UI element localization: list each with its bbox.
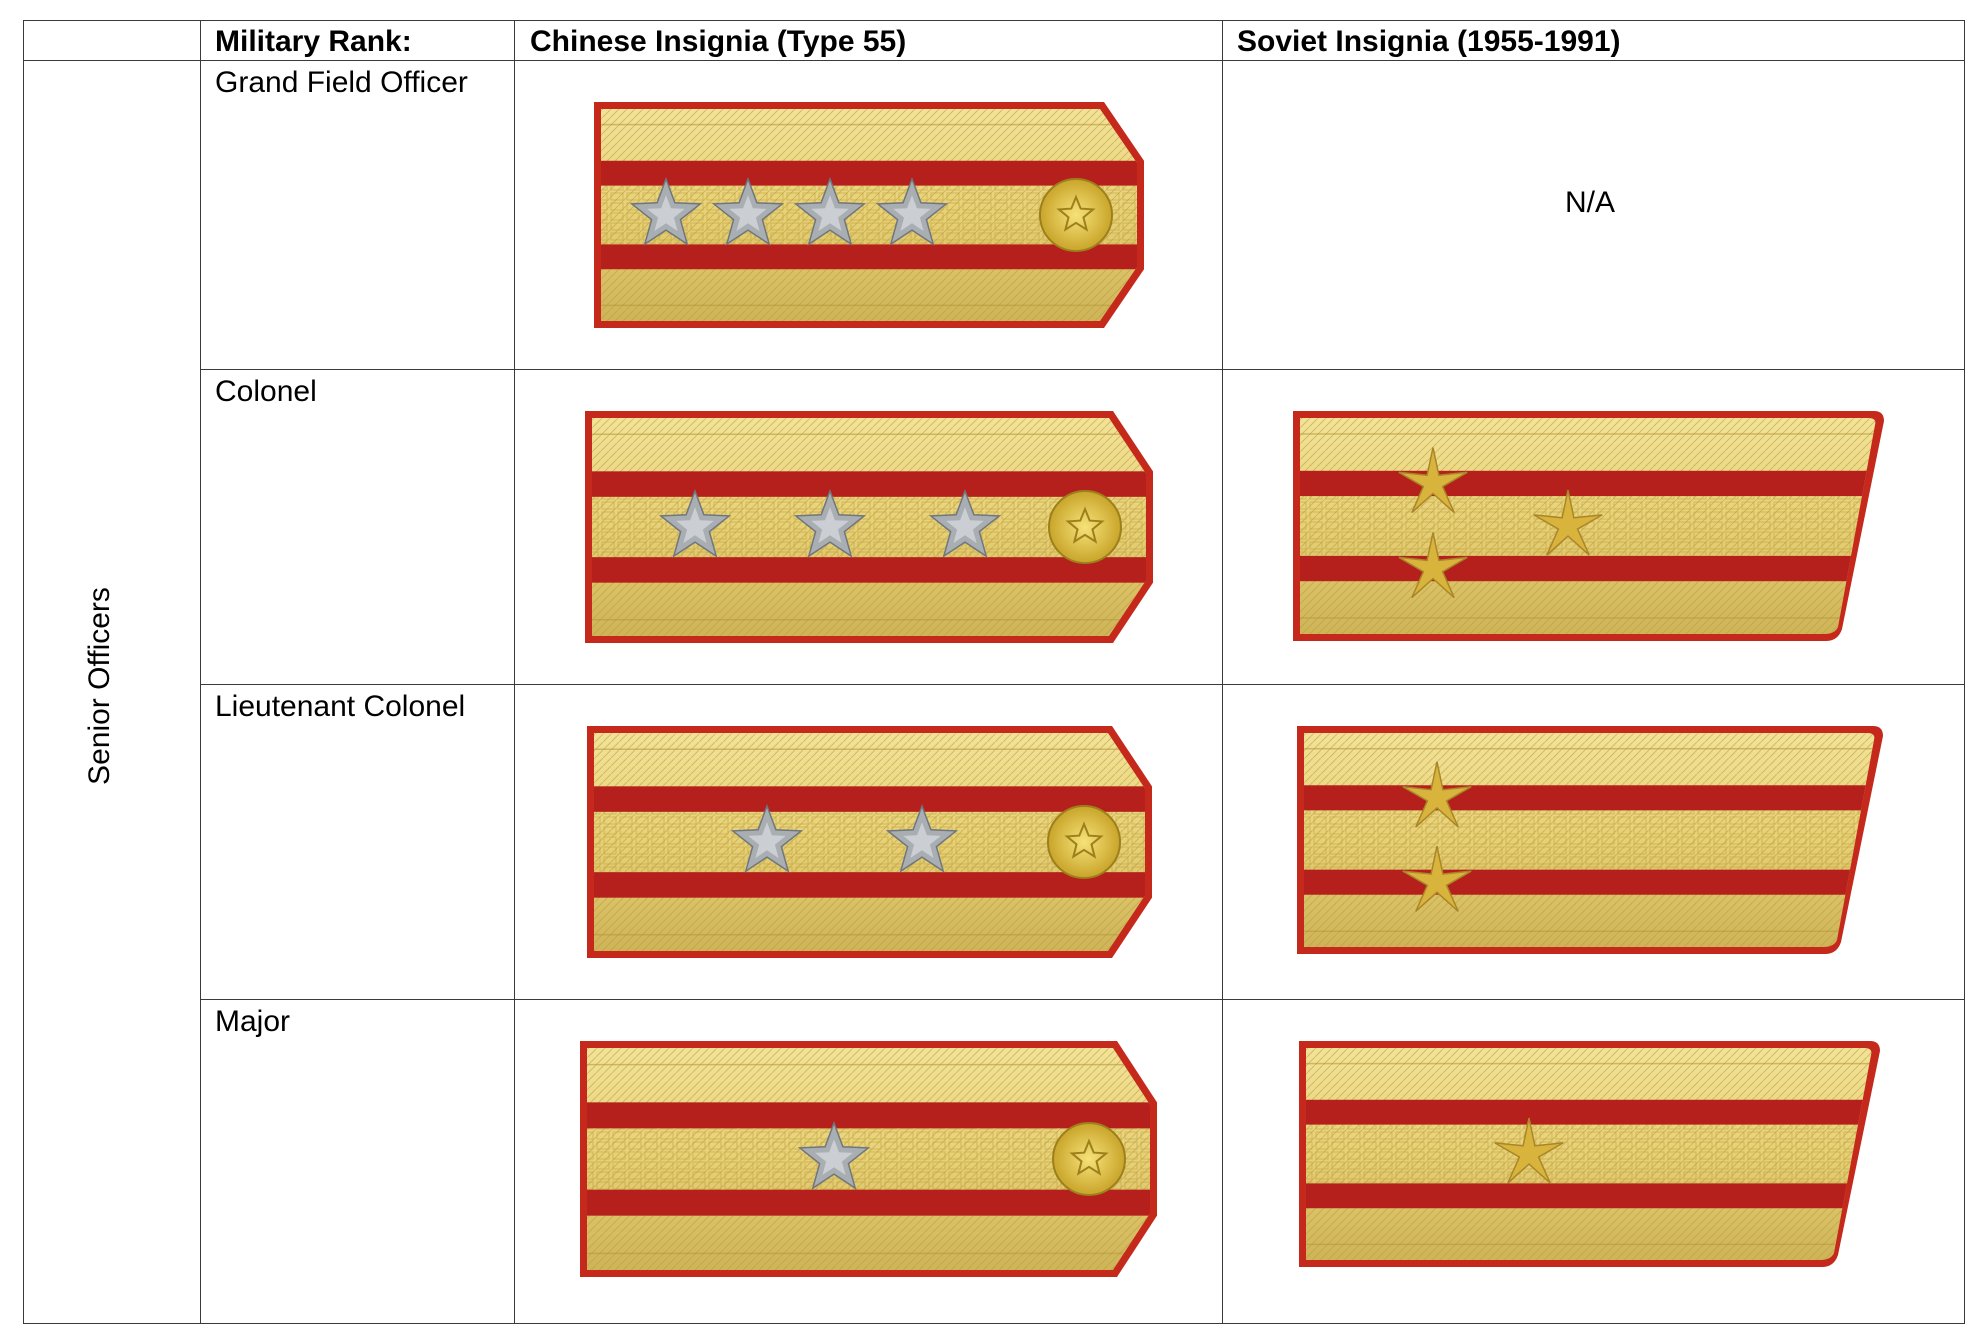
- red-stripe: [1306, 1099, 1872, 1125]
- chinese-shoulder-board: [585, 411, 1153, 643]
- soviet-shoulder-board: [1297, 726, 1883, 954]
- silver-star: [811, 195, 849, 231]
- emblem-icon: [1039, 178, 1113, 252]
- row-divider: [200, 999, 1965, 1000]
- silver-star: [748, 822, 786, 858]
- row-divider: [200, 369, 1965, 370]
- red-stripe: [594, 872, 1145, 898]
- rank-label: Lieutenant Colonel: [215, 690, 466, 723]
- red-stripe: [1304, 869, 1875, 895]
- gold-star: [1402, 846, 1472, 912]
- header-military-rank: Military Rank:: [215, 25, 412, 58]
- gold-star: [1398, 532, 1468, 599]
- board-body: [594, 733, 1145, 951]
- red-stripe: [1300, 470, 1876, 497]
- red-stripe: [601, 244, 1137, 270]
- emblem-icon: [1048, 490, 1122, 564]
- silver-star: [815, 1139, 853, 1175]
- table-border-left: [23, 20, 24, 1324]
- board-body: [601, 109, 1137, 321]
- emblem-icon: [1047, 805, 1121, 879]
- header-soviet-insignia: Soviet Insignia (1955-1991): [1237, 25, 1621, 58]
- center-band: [1300, 496, 1876, 556]
- column-divider: [200, 20, 201, 1324]
- board-body: [1306, 1048, 1872, 1260]
- red-stripe: [587, 1189, 1150, 1216]
- board-body: [1300, 418, 1876, 634]
- rank-label: Colonel: [215, 375, 317, 408]
- red-stripe: [592, 471, 1146, 497]
- gold-star: [1533, 489, 1603, 556]
- column-divider: [1222, 20, 1223, 1324]
- rank-insignia-table: [23, 20, 1965, 1324]
- red-stripe: [594, 786, 1145, 812]
- table-border-top: [23, 20, 1965, 21]
- board-body: [1304, 733, 1875, 947]
- center-band: [1306, 1124, 1872, 1184]
- red-stripe: [601, 160, 1137, 186]
- soviet-shoulder-board: [1299, 1041, 1880, 1267]
- gold-star: [1494, 1117, 1564, 1184]
- emblem-star-icon: [1056, 194, 1096, 232]
- center-band: [1304, 810, 1875, 870]
- rank-label: Grand Field Officer: [215, 66, 468, 99]
- silver-star: [647, 195, 685, 231]
- chinese-shoulder-board: [587, 726, 1152, 958]
- gold-star: [1402, 761, 1472, 828]
- header-divider: [23, 60, 1965, 61]
- table-border-bottom: [23, 1323, 1965, 1324]
- silver-star: [676, 507, 714, 543]
- silver-star: [946, 507, 984, 543]
- red-stripe: [587, 1102, 1150, 1129]
- column-divider: [514, 20, 515, 1324]
- red-stripe: [592, 557, 1146, 583]
- chinese-shoulder-board: [594, 102, 1144, 328]
- silver-star: [903, 822, 941, 858]
- group-label-senior-officers: Senior Officers: [83, 587, 116, 785]
- rank-label: Major: [215, 1005, 291, 1038]
- red-stripe: [1304, 785, 1875, 811]
- silver-star: [893, 195, 931, 231]
- silver-star: [811, 507, 849, 543]
- table-border-right: [1964, 20, 1965, 1324]
- emblem-star-icon: [1064, 821, 1104, 859]
- emblem-star-icon: [1069, 1138, 1109, 1176]
- chinese-shoulder-board: [580, 1041, 1157, 1277]
- red-stripe: [1306, 1183, 1872, 1209]
- header-chinese-insignia: Chinese Insignia (Type 55): [530, 25, 907, 58]
- silver-star: [729, 195, 767, 231]
- red-stripe: [1300, 555, 1876, 582]
- gold-star: [1398, 447, 1468, 514]
- soviet-shoulder-board: [1293, 411, 1884, 641]
- emblem-icon: [1052, 1122, 1126, 1196]
- soviet-not-applicable: N/A: [1565, 186, 1616, 219]
- row-divider: [200, 684, 1965, 685]
- emblem-star-icon: [1065, 506, 1105, 544]
